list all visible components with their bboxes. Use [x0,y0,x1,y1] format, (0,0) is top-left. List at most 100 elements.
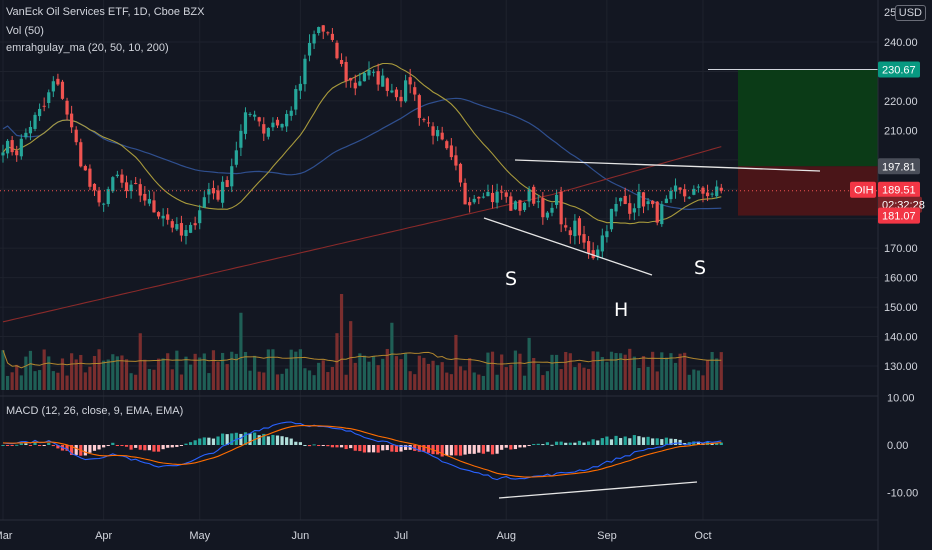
macd-histogram-bar [367,445,371,453]
macd-histogram-bar [426,445,431,453]
volume-bar [463,370,467,390]
macd-histogram-bar [321,445,325,446]
candle-body [426,122,431,124]
macd-histogram-bar [166,445,170,448]
candle-body [74,129,78,143]
candle-body [701,187,705,194]
volume-bar [42,349,46,390]
macd-histogram-bar [596,440,600,445]
candle [298,75,302,100]
ma-50-line [2,97,722,211]
candle-body [532,186,536,204]
volume-bar [582,367,586,390]
candle-body [431,126,435,136]
macd-indicator-label: MACD (12, 26, close, 9, EMA, EMA) [6,405,184,417]
macd-histogram-bar [669,438,673,445]
macd-histogram-bar [115,445,119,446]
macd-histogram-bar [371,445,376,453]
macd-histogram-bar [458,445,463,456]
macd-histogram-bar [156,445,161,452]
volume-bar [326,372,330,390]
candle [74,126,78,146]
candle-body [705,192,710,197]
candle [70,105,74,133]
macd-histogram-bar [390,445,394,452]
macd-histogram-bar [577,440,582,445]
candle [426,116,431,127]
candle [38,103,42,121]
candle [577,216,582,244]
candle-body [678,187,682,190]
volume-bar [65,375,69,390]
macd-histogram-bar [568,442,572,445]
macd-histogram-bar [179,445,184,446]
macd-histogram-bar [614,435,618,445]
macd-histogram-bar [330,445,334,448]
macd-histogram-bar [188,442,193,445]
macd-histogram-bar [147,445,151,451]
candle [472,195,476,205]
candle-body [33,114,37,129]
candle [404,74,408,103]
macd-histogram-bar [83,445,87,456]
candle-body [358,81,362,86]
candle [307,34,312,62]
macd-histogram-bar [266,436,270,445]
candle [481,192,485,199]
candle-body [312,34,316,44]
candle-body [330,33,334,40]
macd-histogram-bar [541,444,545,446]
stop-price-tag: 181.07 [878,207,920,224]
candle-body [184,230,188,237]
volume-bar [47,356,51,390]
candle-body [404,80,408,102]
candle [42,97,46,112]
candle [207,182,211,204]
ma-indicator-label: emrahgulay_ma (20, 50, 10, 200) [6,42,169,54]
candle-body [56,78,60,85]
candle-body [175,224,179,230]
resistance-price-tag-bg [878,158,920,175]
macd-histogram-bar [225,434,229,445]
volume-bar [527,337,531,390]
macd-histogram-bar [257,435,261,445]
candle [216,185,220,202]
volume-bar [454,334,458,390]
candle-body [230,166,234,187]
macd-histogram-bar [719,442,723,445]
candle [358,72,362,87]
macd-histogram-bar [74,445,78,455]
macd-histogram-bar [33,442,37,445]
volume-bar [102,360,106,390]
candle-body [385,78,389,91]
macd-histogram-bar [271,434,275,445]
macd-histogram-bar [417,445,421,452]
volume-bar [234,353,238,390]
macd-histogram-bar [19,443,23,445]
macd-histogram-bar [349,445,353,449]
volume-bar [166,353,170,390]
candle-body [221,181,225,203]
candle [596,245,600,261]
volume-bar [129,373,133,390]
candle-body [248,113,252,115]
macd-histogram-bar [51,445,55,447]
volume-bar [15,364,19,390]
candle [161,208,165,227]
volume-bar [243,351,248,390]
macd-histogram-bar [129,445,133,450]
macd-tick-labels: 10.00 0.00 -10.00 [887,393,918,500]
macd-histogram-bar [509,445,513,450]
volume-bar [330,366,334,390]
candle [344,56,348,88]
candle [15,145,19,162]
currency-button[interactable]: USD [894,5,926,21]
macd-histogram-bar [262,433,266,445]
macd-histogram-bar [696,441,700,445]
volume-bar [115,356,119,390]
candle [83,164,87,171]
candle [651,200,655,208]
macd-histogram-bar [138,445,142,450]
candle [719,183,723,194]
